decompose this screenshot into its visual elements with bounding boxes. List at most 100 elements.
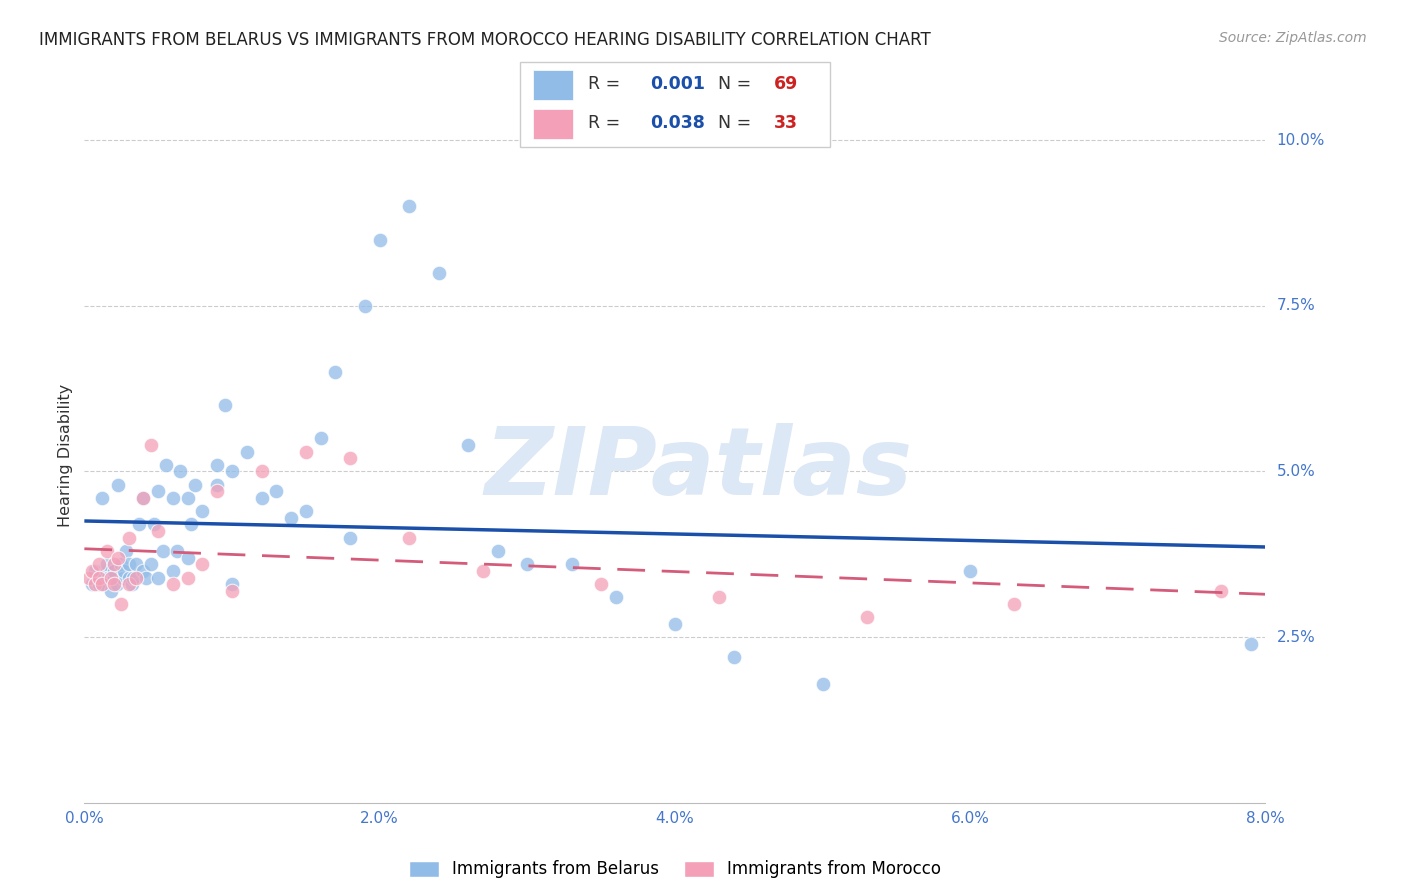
Point bbox=[723, 650, 745, 665]
Point bbox=[121, 577, 143, 591]
Text: N =: N = bbox=[718, 76, 756, 94]
Point bbox=[100, 583, 122, 598]
Point bbox=[605, 591, 627, 605]
Point bbox=[180, 517, 202, 532]
Point bbox=[139, 438, 162, 452]
Point bbox=[91, 491, 114, 505]
Point bbox=[457, 438, 479, 452]
Point bbox=[103, 558, 125, 572]
Point bbox=[80, 577, 103, 591]
Point bbox=[96, 558, 118, 572]
Point bbox=[221, 583, 243, 598]
Point bbox=[221, 577, 243, 591]
Point bbox=[560, 558, 583, 572]
Point bbox=[107, 477, 129, 491]
Legend: Immigrants from Belarus, Immigrants from Morocco: Immigrants from Belarus, Immigrants from… bbox=[402, 854, 948, 885]
Point bbox=[80, 564, 103, 578]
Y-axis label: Hearing Disability: Hearing Disability bbox=[58, 384, 73, 526]
Point bbox=[110, 597, 132, 611]
Point bbox=[323, 365, 347, 379]
Point bbox=[87, 558, 111, 572]
Point bbox=[100, 570, 122, 584]
Point bbox=[87, 570, 111, 584]
Bar bbox=[533, 70, 572, 100]
Point bbox=[1209, 583, 1232, 598]
Point bbox=[112, 564, 135, 578]
Point bbox=[148, 570, 170, 584]
Point bbox=[110, 558, 132, 572]
Text: N =: N = bbox=[718, 114, 756, 132]
Point bbox=[177, 570, 200, 584]
Point bbox=[169, 465, 191, 479]
Point bbox=[339, 451, 361, 466]
Point bbox=[309, 431, 332, 445]
Point bbox=[398, 199, 420, 213]
Point bbox=[339, 531, 361, 545]
Text: ZIPatlas: ZIPatlas bbox=[485, 423, 912, 515]
Point bbox=[214, 398, 236, 412]
Point bbox=[398, 531, 420, 545]
Point bbox=[250, 465, 273, 479]
Point bbox=[87, 577, 111, 591]
Point bbox=[811, 676, 834, 690]
Point bbox=[166, 544, 188, 558]
Point bbox=[91, 577, 114, 591]
Point bbox=[295, 444, 318, 458]
Text: 7.5%: 7.5% bbox=[1277, 298, 1315, 313]
Point bbox=[162, 491, 184, 505]
Point bbox=[472, 564, 495, 578]
Point bbox=[250, 491, 273, 505]
Text: 2.5%: 2.5% bbox=[1277, 630, 1315, 645]
Point bbox=[235, 444, 259, 458]
Point bbox=[191, 558, 214, 572]
Point bbox=[103, 564, 125, 578]
Point bbox=[205, 477, 228, 491]
Point bbox=[97, 570, 120, 584]
Text: 33: 33 bbox=[773, 114, 797, 132]
Point bbox=[516, 558, 538, 572]
Text: 5.0%: 5.0% bbox=[1277, 464, 1315, 479]
Point bbox=[152, 544, 174, 558]
Point bbox=[155, 458, 177, 472]
Point bbox=[221, 465, 243, 479]
Point bbox=[132, 491, 155, 505]
Point bbox=[205, 458, 228, 472]
Bar bbox=[533, 109, 572, 139]
Point bbox=[368, 233, 391, 247]
Point bbox=[177, 550, 200, 565]
Point bbox=[125, 570, 148, 584]
Point bbox=[125, 558, 148, 572]
FancyBboxPatch shape bbox=[520, 62, 830, 147]
Point bbox=[135, 570, 157, 584]
Point bbox=[959, 564, 981, 578]
Point bbox=[486, 544, 509, 558]
Point bbox=[1240, 637, 1263, 651]
Point bbox=[162, 577, 184, 591]
Point bbox=[118, 570, 141, 584]
Text: IMMIGRANTS FROM BELARUS VS IMMIGRANTS FROM MOROCCO HEARING DISABILITY CORRELATIO: IMMIGRANTS FROM BELARUS VS IMMIGRANTS FR… bbox=[39, 31, 931, 49]
Text: R =: R = bbox=[588, 114, 626, 132]
Point bbox=[103, 577, 125, 591]
Point bbox=[148, 524, 170, 538]
Text: R =: R = bbox=[588, 76, 626, 94]
Point bbox=[87, 570, 111, 584]
Point bbox=[855, 610, 877, 624]
Point bbox=[591, 577, 613, 591]
Point bbox=[128, 517, 150, 532]
Point bbox=[191, 504, 214, 518]
Point bbox=[148, 484, 170, 499]
Text: 69: 69 bbox=[773, 76, 799, 94]
Text: 0.038: 0.038 bbox=[650, 114, 704, 132]
Point bbox=[177, 491, 200, 505]
Point bbox=[709, 591, 731, 605]
Text: Source: ZipAtlas.com: Source: ZipAtlas.com bbox=[1219, 31, 1367, 45]
Point bbox=[114, 544, 136, 558]
Point bbox=[142, 517, 165, 532]
Point bbox=[354, 299, 377, 313]
Point bbox=[264, 484, 288, 499]
Point bbox=[132, 491, 155, 505]
Point bbox=[122, 570, 145, 584]
Point bbox=[111, 570, 134, 584]
Point bbox=[295, 504, 318, 518]
Point bbox=[118, 577, 141, 591]
